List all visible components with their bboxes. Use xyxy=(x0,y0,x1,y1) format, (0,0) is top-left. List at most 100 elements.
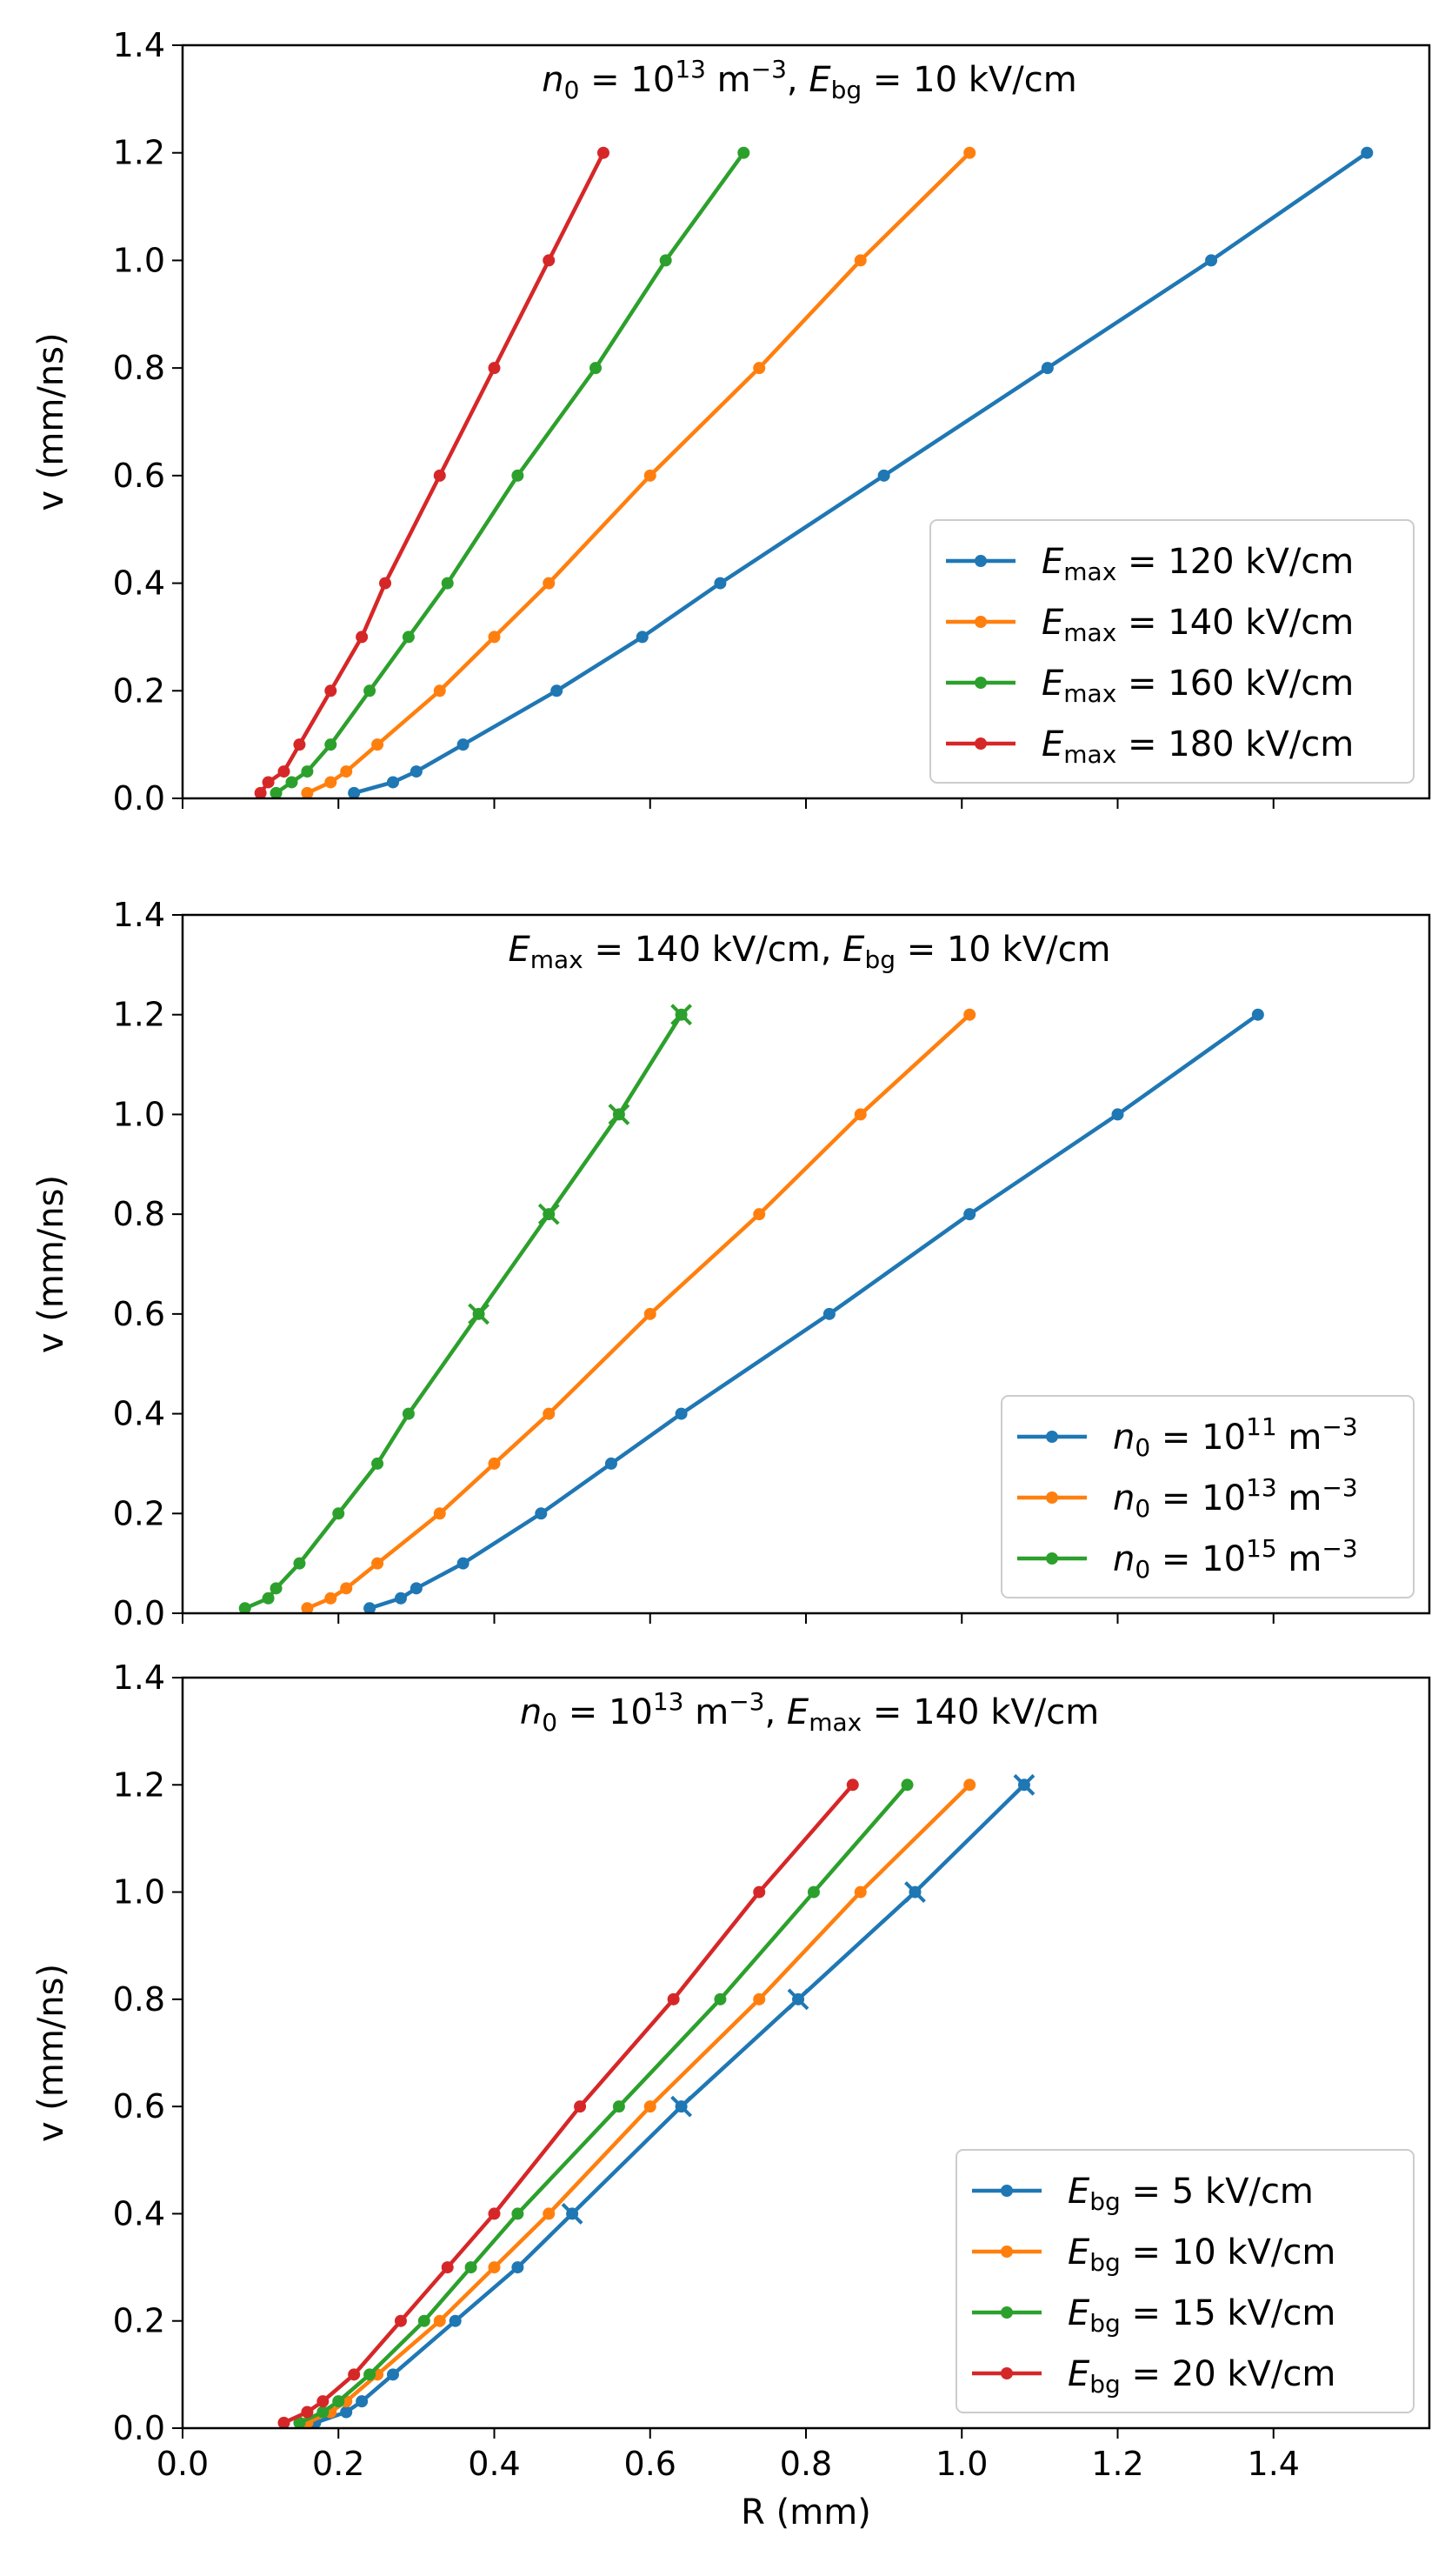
data-point xyxy=(324,776,337,789)
legend-label-part: max xyxy=(1063,740,1116,769)
data-point xyxy=(543,577,556,590)
data-point xyxy=(356,631,369,644)
legend-label-part: E xyxy=(1068,2293,1090,2333)
data-point xyxy=(417,2314,430,2327)
data-point xyxy=(659,254,672,267)
panel-title-part: = 140 kV/cm xyxy=(862,1692,1099,1732)
data-point xyxy=(301,786,314,798)
y-tick-label: 0.0 xyxy=(113,2409,165,2447)
data-point xyxy=(456,1557,469,1570)
panel-title-part: E xyxy=(787,1692,809,1732)
panel-title-part: 0 xyxy=(564,76,580,104)
x-marker xyxy=(904,1881,926,1903)
legend-label-part: −3 xyxy=(1322,1534,1357,1563)
legend: n0 = 1011 m−3n0 = 1013 m−3n0 = 1015 m−3 xyxy=(1001,1395,1415,1598)
data-point xyxy=(277,765,290,778)
x-tick-label: 1.2 xyxy=(1091,2445,1143,2483)
data-point xyxy=(535,1507,548,1520)
panel-title: Emax = 140 kV/cm, Ebg = 10 kV/cm xyxy=(508,930,1110,974)
series-4 xyxy=(277,1779,859,2428)
data-point xyxy=(963,1208,976,1221)
legend-label-part: = 15 kV/cm xyxy=(1121,2293,1336,2333)
data-point xyxy=(270,786,283,798)
data-point xyxy=(550,684,563,697)
data-point xyxy=(441,577,454,590)
y-tick-label: 0.6 xyxy=(113,2087,165,2126)
series-line xyxy=(314,1783,1026,2425)
data-point xyxy=(340,1582,353,1595)
data-point xyxy=(456,738,469,751)
panel-title-part: = 10 kV/cm xyxy=(896,930,1111,970)
legend-label-part: = 5 kV/cm xyxy=(1121,2172,1314,2212)
legend-label-part: n xyxy=(1113,1539,1135,1579)
legend-label-part: E xyxy=(1068,2172,1090,2212)
panel-1: 0.0 0.2 0.4 0.6 0.8 1.0 1.2 1.4 v (mm/ns) n0 = 10… xyxy=(31,26,1431,818)
y-tick-label: 0.8 xyxy=(113,349,165,387)
series-2 xyxy=(301,1779,976,2428)
panel-title-part: , xyxy=(764,1692,786,1732)
data-point xyxy=(488,362,501,375)
y-tick-label: 1.0 xyxy=(113,1873,165,1912)
x-marker xyxy=(468,1303,489,1325)
legend-label-part: E xyxy=(1042,603,1064,643)
legend-label: Emax = 160 kV/cm xyxy=(1042,664,1354,708)
y-tick-label: 0.0 xyxy=(113,779,165,818)
data-point xyxy=(846,1779,859,1792)
y-tick-label: 0.2 xyxy=(113,671,165,710)
data-point xyxy=(574,2100,587,2113)
data-point xyxy=(589,362,603,375)
panel-2: 0.0 0.2 0.4 0.6 0.8 1.0 1.2 1.4 v (mm/ns) Emax = … xyxy=(31,896,1431,1632)
legend-label-part: 0 xyxy=(1135,1494,1150,1523)
data-point xyxy=(543,2207,556,2220)
y-tick-label: 1.4 xyxy=(113,896,165,934)
data-point xyxy=(854,1108,867,1121)
legend-label-part: 13 xyxy=(1246,1473,1277,1502)
legend-marker xyxy=(975,737,987,750)
legend-label-part: 0 xyxy=(1135,1555,1150,1584)
y-axis-label: v (mm/ns) xyxy=(31,332,71,511)
data-point xyxy=(301,1602,314,1613)
legend-label-part: bg xyxy=(1089,2248,1121,2277)
legend-label: Emax = 140 kV/cm xyxy=(1042,603,1354,647)
legend-label-part: 11 xyxy=(1246,1412,1277,1441)
data-point xyxy=(293,1557,306,1570)
legend-label-part: bg xyxy=(1089,2309,1121,2338)
data-point xyxy=(714,577,727,590)
legend-label-part: = 180 kV/cm xyxy=(1116,724,1354,764)
series-line xyxy=(298,1783,909,2425)
panel-3: 0.0 0.2 0.4 0.6 0.8 1.0 1.2 1.4 0.0 0.2 0.4 0.6 0.8 1… xyxy=(31,1658,1431,2533)
series-4 xyxy=(254,146,609,798)
data-point xyxy=(737,146,750,159)
data-point xyxy=(348,786,361,798)
x-marker xyxy=(787,1988,809,2011)
data-point xyxy=(675,1407,688,1420)
panel-title-part: m xyxy=(684,1692,729,1732)
data-point xyxy=(854,1885,867,1899)
legend-marker xyxy=(1046,1431,1058,1443)
panel-title-part: = 10 kV/cm xyxy=(862,60,1077,100)
panel-title-part: −3 xyxy=(729,1687,764,1716)
legend-label-part: E xyxy=(1042,664,1064,704)
data-point xyxy=(1041,362,1054,375)
data-point xyxy=(394,2314,407,2327)
data-point xyxy=(386,776,399,789)
data-point xyxy=(356,2395,369,2408)
x-axis-label: R (mm) xyxy=(741,2493,871,2533)
series-3 xyxy=(293,1779,914,2428)
data-point xyxy=(643,1307,656,1320)
data-point xyxy=(488,2261,501,2274)
series-3 xyxy=(270,146,750,798)
legend-marker xyxy=(975,677,987,689)
legend-label: Emax = 180 kV/cm xyxy=(1042,724,1354,769)
panel-title-part: bg xyxy=(831,76,862,104)
legend-label: Ebg = 15 kV/cm xyxy=(1068,2293,1335,2338)
data-point xyxy=(441,2261,454,2274)
legend-label-part: bg xyxy=(1089,2370,1121,2399)
data-point xyxy=(596,146,609,159)
data-point xyxy=(363,2368,376,2381)
legend-label-part: = 160 kV/cm xyxy=(1116,664,1354,704)
data-point xyxy=(262,1592,275,1605)
legend-label-part: bg xyxy=(1089,2187,1121,2216)
x-tick-label: 0.6 xyxy=(624,2445,676,2483)
